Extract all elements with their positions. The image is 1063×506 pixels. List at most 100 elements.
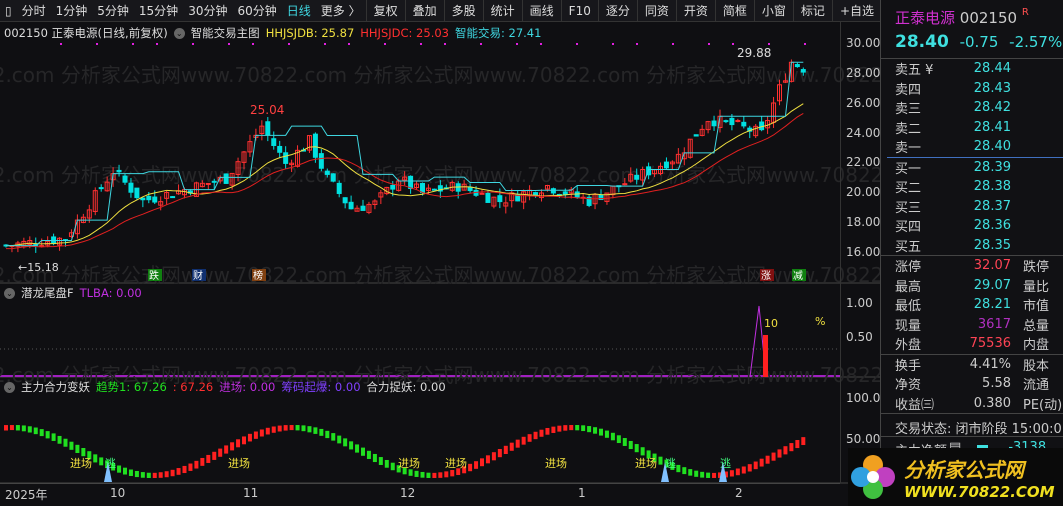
candle <box>669 161 675 165</box>
date-label: 10 <box>110 486 126 500</box>
stats1-row: 涨停 32.07 跌停 <box>881 256 1063 276</box>
chart-canvas[interactable]: 22.com 分析家公式网www.70822.com 分析家公式网www.708… <box>0 22 880 506</box>
toolbar-button-8[interactable]: 开资 <box>675 0 715 22</box>
trend-bar <box>21 425 26 432</box>
toolbar-button-11[interactable]: 标记 <box>792 0 832 22</box>
period-5[interactable]: 60分钟 <box>237 4 277 18</box>
trade-signal-label: 逃 <box>105 457 116 470</box>
stats2-label: 净资 <box>895 378 922 394</box>
trend-bar <box>99 457 104 466</box>
toolbar-button-10[interactable]: 小窗 <box>753 0 793 22</box>
stats1-value: 3617 <box>977 316 1011 332</box>
candle <box>104 181 110 192</box>
candle <box>705 121 711 131</box>
trend-bar <box>355 444 360 453</box>
trend-bar <box>349 441 354 450</box>
toolbar-button-7[interactable]: 同资 <box>636 0 676 22</box>
candle <box>634 174 640 180</box>
trend-bar <box>616 435 621 444</box>
price-tick: 28.00 <box>846 65 881 80</box>
logo-url: WWW.70822.COM <box>904 482 1055 501</box>
trend-bar <box>765 455 770 464</box>
signal-badge[interactable] <box>760 269 774 281</box>
trend-bar <box>741 466 746 474</box>
candle <box>794 64 800 68</box>
trend-bar <box>587 426 592 433</box>
signal-badge[interactable] <box>148 269 162 281</box>
candle <box>229 172 235 186</box>
trend-bar <box>783 446 788 455</box>
trend-bar <box>81 448 86 457</box>
escape-marker <box>719 462 727 482</box>
period-4[interactable]: 30分钟 <box>188 4 228 18</box>
candle <box>729 117 735 126</box>
stats2-row: 换手 4.41% 股本 <box>881 355 1063 375</box>
trend-bar <box>628 440 633 450</box>
candle <box>354 207 360 212</box>
indicator-name[interactable]: 智能交易主图 <box>190 26 260 40</box>
trend-bar <box>402 467 407 475</box>
signal-badge[interactable] <box>192 269 206 281</box>
candle <box>562 191 568 195</box>
toolbar-button-4[interactable]: 画线 <box>521 0 561 22</box>
collapse-icon[interactable]: ⌄ <box>4 287 15 299</box>
candle <box>485 192 491 203</box>
trend-bar <box>337 435 342 444</box>
toolbar-button-12[interactable]: +自选 <box>831 0 881 22</box>
asks-value: 28.41 <box>973 119 1011 135</box>
signal-badge[interactable] <box>252 269 266 281</box>
trend-bar <box>551 426 556 433</box>
candle <box>289 162 295 166</box>
stats1-label2: 内盘 <box>1023 338 1050 354</box>
trend-bar <box>325 430 330 439</box>
layout-icon[interactable]: ▯ <box>5 3 12 18</box>
trend-bar <box>521 436 526 445</box>
toolbar-button-6[interactable]: 逐分 <box>597 0 637 22</box>
toolbar-button-0[interactable]: 复权 <box>365 0 405 22</box>
indicator2-name[interactable]: 主力合力变妖 <box>21 380 90 394</box>
period-7[interactable]: 更多 〉 <box>320 4 361 18</box>
toolbar-button-1[interactable]: 叠加 <box>404 0 444 22</box>
toolbar-button-5[interactable]: F10 <box>560 0 598 22</box>
trend-bar <box>289 425 294 431</box>
tlba-bar <box>763 335 768 377</box>
collapse-icon[interactable]: ⌄ <box>4 381 15 393</box>
trend-bar <box>253 431 258 439</box>
candle <box>449 181 455 191</box>
trend-bar <box>676 464 681 473</box>
stats-list-2: 换手 4.41% 股本 净资 5.58 流通 收益㈢ 0.380 PE(动) <box>881 353 1063 414</box>
candle <box>360 205 366 211</box>
period-3[interactable]: 15分钟 <box>138 4 179 18</box>
period-1[interactable]: 1分钟 <box>55 4 88 18</box>
period-0[interactable]: 分时 <box>21 4 46 18</box>
trend-bar <box>45 431 50 439</box>
candle <box>372 200 378 206</box>
bids-row: 买五 28.35 <box>881 236 1063 256</box>
price-tick: 20.00 <box>846 185 881 200</box>
toolbar-button-3[interactable]: 统计 <box>482 0 522 22</box>
period-2[interactable]: 5分钟 <box>97 4 129 18</box>
trend-bar <box>509 442 514 451</box>
signal-dot <box>732 43 734 45</box>
period-6[interactable]: 日线 <box>286 4 311 18</box>
asks-value: 28.44 <box>973 61 1011 77</box>
price-tick: 24.00 <box>846 125 881 140</box>
candle <box>283 152 289 164</box>
candle <box>324 170 330 175</box>
signal-dot <box>252 43 254 45</box>
toolbar-button-2[interactable]: 多股 <box>443 0 483 22</box>
signal-dot <box>540 43 542 45</box>
signal-badge[interactable] <box>792 269 806 281</box>
toolbar-button-9[interactable]: 简框 <box>714 0 754 22</box>
collapse-icon[interactable]: ⌄ <box>173 27 185 39</box>
asks-label: 卖四 <box>895 82 922 98</box>
candle <box>57 237 63 246</box>
trend-bar <box>468 463 473 472</box>
trend-bar <box>164 471 169 478</box>
signal-dot <box>192 43 194 45</box>
candle <box>92 190 98 212</box>
logo-text: 分析家公式网 <box>904 457 1024 482</box>
candle <box>342 197 348 204</box>
indicator1-name[interactable]: 潜龙尾盘F <box>21 286 74 300</box>
signal-dot <box>420 43 422 45</box>
